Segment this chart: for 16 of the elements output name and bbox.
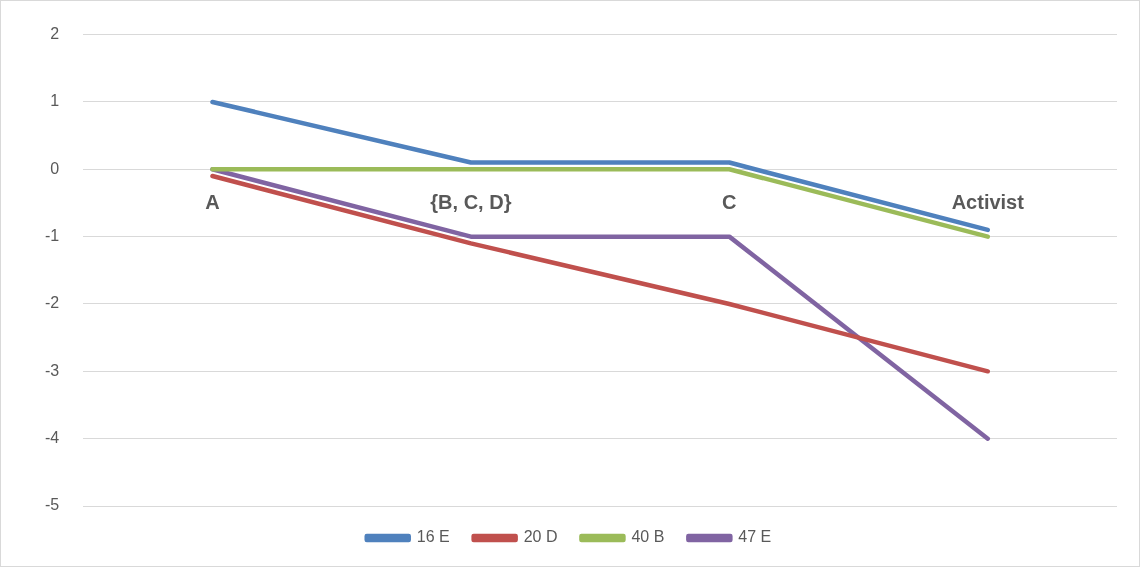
y-tick-label: 2 <box>50 25 60 43</box>
y-tick-label: -4 <box>44 429 60 447</box>
y-tick-label: -5 <box>44 496 60 514</box>
y-tick-label: 1 <box>50 92 60 110</box>
x-tick-label: A <box>205 190 220 213</box>
x-tick-label: C <box>722 190 737 213</box>
y-tick-label: -1 <box>44 227 60 245</box>
legend-label: 47 E <box>738 528 772 546</box>
y-tick-label: 0 <box>50 159 60 177</box>
y-tick-label: -3 <box>44 361 60 379</box>
legend-label: 16 E <box>416 528 450 546</box>
legend-label: 20 D <box>523 528 558 546</box>
x-tick-label: Activist <box>951 190 1025 213</box>
legend-label: 40 B <box>631 528 665 546</box>
x-tick-label: {B, C, D} <box>430 190 512 213</box>
y-tick-label: -2 <box>44 294 60 312</box>
